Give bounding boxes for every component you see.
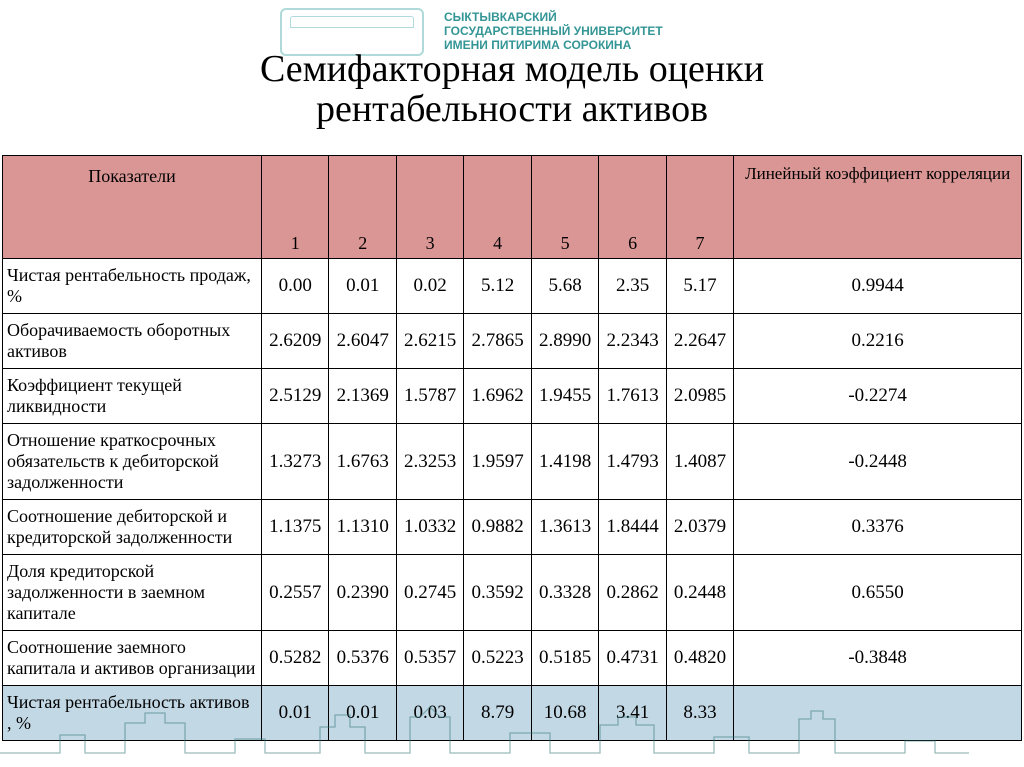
cell: 0.01: [329, 259, 396, 314]
title-line2: рентабельности активов: [316, 88, 708, 130]
row-label: Коэффициент текущей ликвидности: [3, 369, 262, 424]
cell: 2.6209: [262, 314, 329, 369]
cell: 2.5129: [262, 369, 329, 424]
cell: 0.5223: [464, 631, 531, 686]
cell: 1.3273: [262, 424, 329, 500]
cell: 5.12: [464, 259, 531, 314]
cell: 1.1310: [329, 500, 396, 555]
cell: 1.6763: [329, 424, 396, 500]
cell: 0.4731: [599, 631, 666, 686]
table-row: Соотношение заемного капитала и активов …: [3, 631, 1022, 686]
cell: 1.6962: [464, 369, 531, 424]
cell: 0.2448: [666, 555, 733, 631]
row-label: Соотношение дебиторской и кредиторской з…: [3, 500, 262, 555]
cell-corr: 0.2216: [734, 314, 1022, 369]
cell-corr: -0.2274: [734, 369, 1022, 424]
summary-corr: [734, 686, 1022, 741]
summary-cell: 3.41: [599, 686, 666, 741]
cell: 0.3328: [531, 555, 598, 631]
header-col-6: 6: [599, 156, 666, 259]
cell: 1.9597: [464, 424, 531, 500]
table-row: Отношение краткосрочных обязательств к д…: [3, 424, 1022, 500]
cell: 0.00: [262, 259, 329, 314]
cell: 5.17: [666, 259, 733, 314]
table-row: Доля кредиторской задолженности в заемно…: [3, 555, 1022, 631]
cell: 2.2343: [599, 314, 666, 369]
header-col-2: 2: [329, 156, 396, 259]
header-col-4: 4: [464, 156, 531, 259]
table-row: Чистая рентабельность продаж, % 0.00 0.0…: [3, 259, 1022, 314]
cell: 2.8990: [531, 314, 598, 369]
cell: 1.5787: [396, 369, 463, 424]
cell: 0.5282: [262, 631, 329, 686]
cell: 5.68: [531, 259, 598, 314]
cell: 0.2745: [396, 555, 463, 631]
row-label: Отношение краткосрочных обязательств к д…: [3, 424, 262, 500]
table-row: Соотношение дебиторской и кредиторской з…: [3, 500, 1022, 555]
row-label: Чистая рентабельность продаж, %: [3, 259, 262, 314]
cell: 2.2647: [666, 314, 733, 369]
cell: 2.6215: [396, 314, 463, 369]
cell: 1.8444: [599, 500, 666, 555]
cell-corr: 0.3376: [734, 500, 1022, 555]
cell: 2.3253: [396, 424, 463, 500]
summary-cell: 8.79: [464, 686, 531, 741]
cell: 2.6047: [329, 314, 396, 369]
cell: 2.0379: [666, 500, 733, 555]
title-line1: Семифакторная модель оценки: [260, 48, 764, 90]
cell: 0.5185: [531, 631, 598, 686]
cell: 1.9455: [531, 369, 598, 424]
cell: 1.7613: [599, 369, 666, 424]
header-indicator: Показатели: [3, 156, 262, 259]
factor-model-table: Показатели 1 2 3 4 5 6 7 Линейный коэффи…: [2, 155, 1022, 741]
cell: 0.2557: [262, 555, 329, 631]
cell: 2.35: [599, 259, 666, 314]
table-row: Оборачиваемость оборотных активов 2.6209…: [3, 314, 1022, 369]
table-header-row: Показатели 1 2 3 4 5 6 7 Линейный коэффи…: [3, 156, 1022, 259]
cell: 0.5376: [329, 631, 396, 686]
cell-corr: -0.3848: [734, 631, 1022, 686]
summary-cell: 10.68: [531, 686, 598, 741]
row-label: Оборачиваемость оборотных активов: [3, 314, 262, 369]
header-col-7: 7: [666, 156, 733, 259]
summary-cell: 8.33: [666, 686, 733, 741]
watermark-line2: ГОСУДАРСТВЕННЫЙ УНИВЕРСИТЕТ: [444, 25, 663, 39]
cell: 1.1375: [262, 500, 329, 555]
table-row: Коэффициент текущей ликвидности 2.5129 2…: [3, 369, 1022, 424]
table-body: Чистая рентабельность продаж, % 0.00 0.0…: [3, 259, 1022, 741]
cell: 0.3592: [464, 555, 531, 631]
cell: 2.1369: [329, 369, 396, 424]
cell: 1.3613: [531, 500, 598, 555]
cell: 2.0985: [666, 369, 733, 424]
cell: 0.9882: [464, 500, 531, 555]
header-col-5: 5: [531, 156, 598, 259]
summary-cell: 0.03: [396, 686, 463, 741]
slide-title: Семифакторная модель оценки рентабельнос…: [0, 50, 1024, 130]
cell: 0.02: [396, 259, 463, 314]
cell: 1.4198: [531, 424, 598, 500]
summary-cell: 0.01: [262, 686, 329, 741]
cell: 1.0332: [396, 500, 463, 555]
cell-corr: 0.9944: [734, 259, 1022, 314]
cell: 1.4793: [599, 424, 666, 500]
cell: 1.4087: [666, 424, 733, 500]
summary-cell: 0.01: [329, 686, 396, 741]
watermark-text: СЫКТЫВКАРСКИЙ ГОСУДАРСТВЕННЫЙ УНИВЕРСИТЕ…: [444, 11, 663, 52]
header-col-3: 3: [396, 156, 463, 259]
cell: 2.7865: [464, 314, 531, 369]
cell-corr: 0.6550: [734, 555, 1022, 631]
cell: 0.2862: [599, 555, 666, 631]
row-label: Соотношение заемного капитала и активов …: [3, 631, 262, 686]
summary-row: Чистая рентабельность активов , % 0.01 0…: [3, 686, 1022, 741]
header-col-1: 1: [262, 156, 329, 259]
summary-label: Чистая рентабельность активов , %: [3, 686, 262, 741]
cell-corr: -0.2448: [734, 424, 1022, 500]
header-correlation: Линейный коэффициент корреляции: [734, 156, 1022, 259]
row-label: Доля кредиторской задолженности в заемно…: [3, 555, 262, 631]
cell: 0.2390: [329, 555, 396, 631]
cell: 0.4820: [666, 631, 733, 686]
cell: 0.5357: [396, 631, 463, 686]
